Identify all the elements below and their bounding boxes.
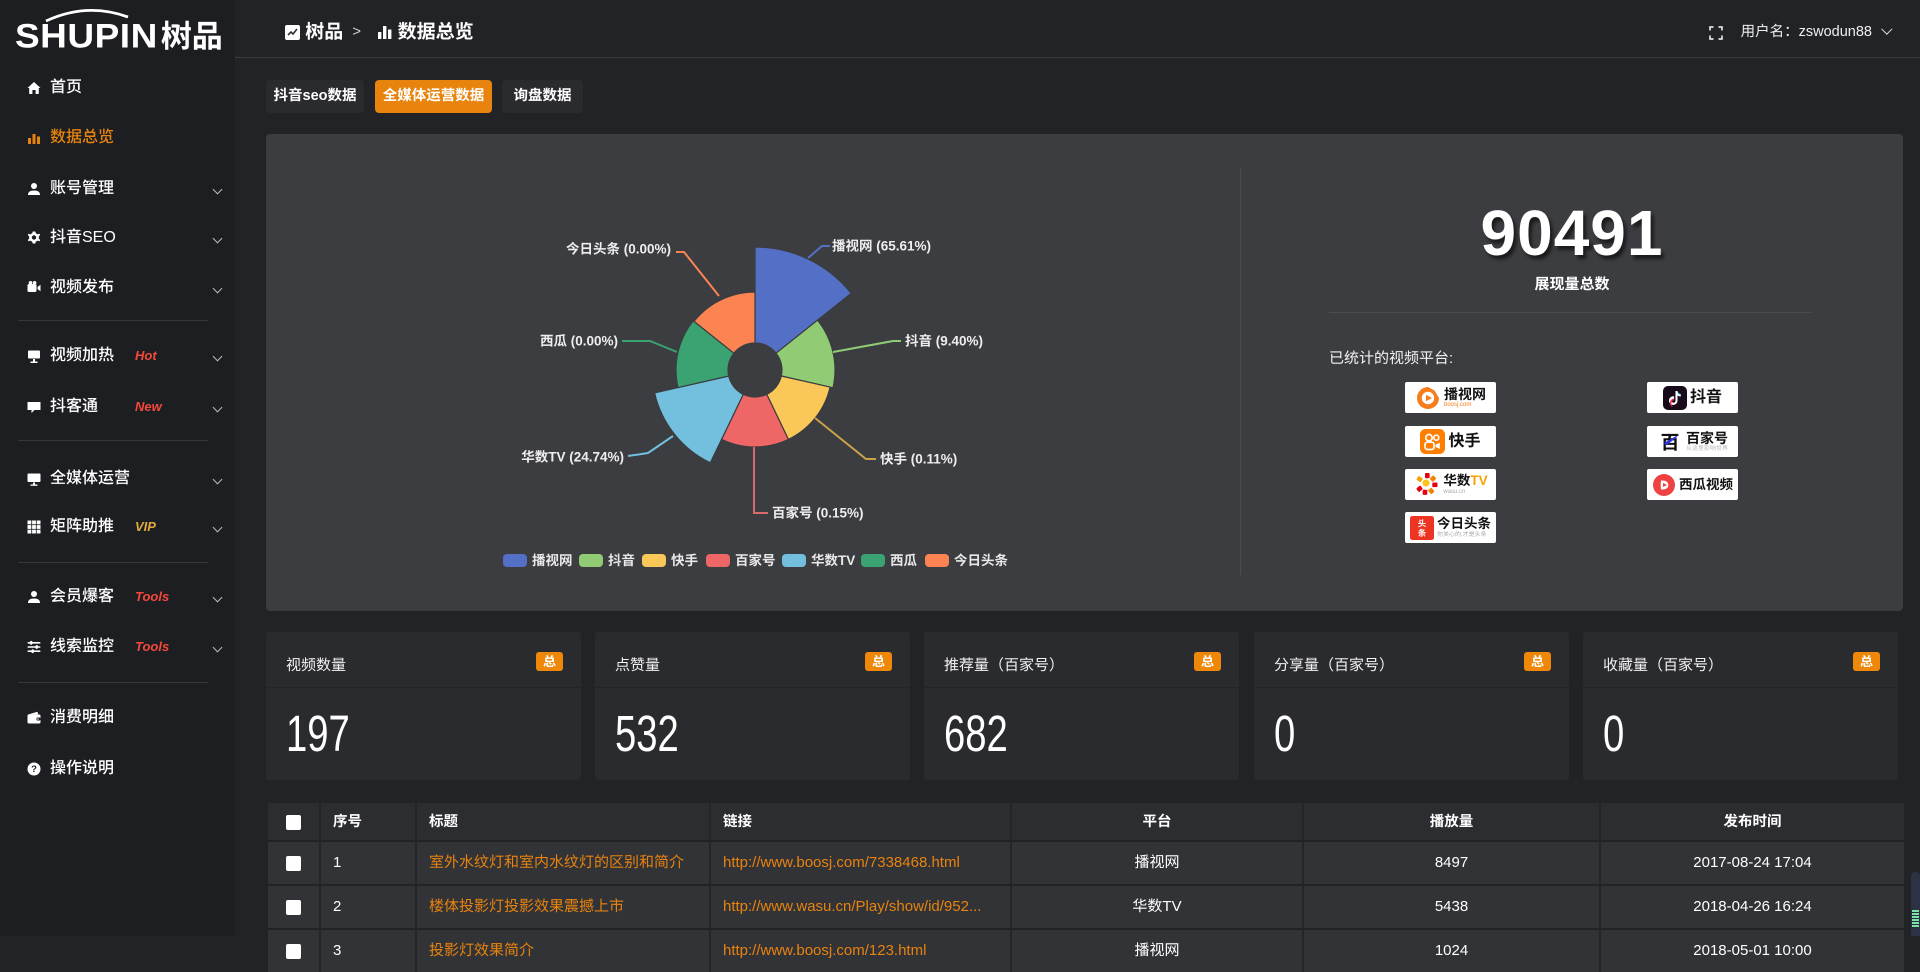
svg-text:抖音 (9.40%): 抖音 (9.40%)	[905, 334, 983, 349]
svg-text:头: 头	[1418, 517, 1427, 529]
svg-text:百家号: 百家号	[735, 553, 776, 568]
svg-text:播视网: 播视网	[532, 553, 573, 568]
svg-text:快手 (0.11%): 快手 (0.11%)	[880, 452, 957, 467]
svg-text:今日头条 (0.00%): 今日头条 (0.00%)	[566, 242, 671, 257]
svg-text:?: ?	[31, 764, 37, 775]
svg-text:华数TV (24.74%): 华数TV (24.74%)	[521, 450, 624, 465]
svg-text:西瓜: 西瓜	[890, 553, 918, 568]
svg-text:播视网 (65.61%): 播视网 (65.61%)	[832, 239, 931, 254]
svg-text:华数TV: 华数TV	[811, 553, 855, 568]
svg-text:快手: 快手	[671, 553, 698, 568]
svg-text:西瓜 (0.00%): 西瓜 (0.00%)	[540, 334, 618, 349]
svg-text:抖音: 抖音	[608, 553, 635, 568]
svg-text:今日头条: 今日头条	[954, 553, 1008, 568]
svg-text:百家号 (0.15%): 百家号 (0.15%)	[772, 506, 864, 521]
svg-text:条: 条	[1418, 527, 1427, 539]
